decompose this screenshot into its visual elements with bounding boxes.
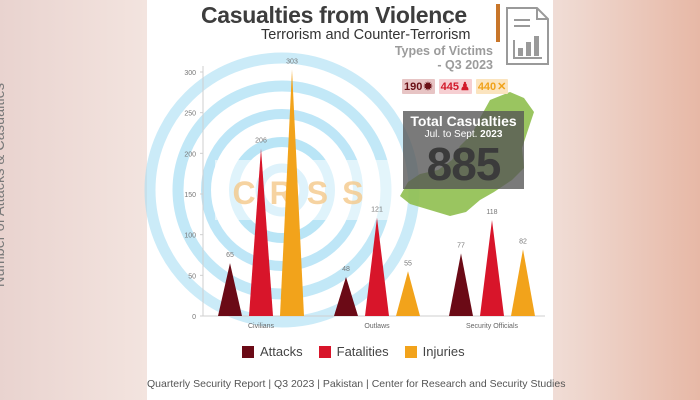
document-chart-icon xyxy=(506,7,549,65)
gear-icon: ✹ xyxy=(423,81,433,93)
data-label: 65 xyxy=(226,252,234,259)
labels-group: 65 206 303 Civilians 48 121 55 Outlaws 77 118 82 Se… xyxy=(226,59,527,330)
page-subtitle: Terrorism and Counter-Terrorism xyxy=(261,27,471,43)
fatalities-badge-value: 445 xyxy=(440,80,459,93)
x-tick-label: Outlaws xyxy=(364,323,390,330)
data-label: 121 xyxy=(371,207,383,214)
crss-watermark: CRSS xyxy=(144,52,420,328)
victims-heading: Types of Victims - Q3 2023 xyxy=(386,44,493,72)
data-label: 55 xyxy=(404,260,412,267)
y-tick-label: 250 xyxy=(184,111,196,118)
legend-item-fatalities: Fatalities xyxy=(318,344,389,359)
data-label: 206 xyxy=(255,137,267,144)
total-casualties-value: 885 xyxy=(426,138,502,190)
bar-attacks xyxy=(449,253,473,316)
summary-badges: 190 ✹ 445 ♟ 440 ✕ xyxy=(402,79,509,94)
legend-label-injuries: Injuries xyxy=(422,344,465,359)
y-tick-label: 50 xyxy=(188,273,196,280)
total-casualties-label: Total Casualties xyxy=(410,113,517,129)
bar-fatalities xyxy=(365,217,389,316)
total-casualties-box: Total Casualties Jul. to Sept. 2023 885 xyxy=(403,111,524,190)
legend-label-fatalities: Fatalities xyxy=(336,344,389,359)
fatalities-badge: 445 ♟ xyxy=(438,79,472,94)
quarter-label: - Q3 2023 xyxy=(437,58,493,72)
y-tick-label: 300 xyxy=(184,70,196,77)
bar-injuries xyxy=(511,249,535,316)
legend-swatch-injuries xyxy=(404,345,417,358)
y-axis-label: Number of Attacks & Casualties xyxy=(0,83,8,287)
legend-swatch-fatalities xyxy=(318,345,331,358)
data-label: 82 xyxy=(519,238,527,245)
chart-legend: Attacks Fatalities Injuries xyxy=(242,344,465,359)
injuries-badge-value: 440 xyxy=(477,80,497,93)
data-label: 303 xyxy=(286,59,298,66)
footer-credit: Quarterly Security Report | Q3 2023 | Pa… xyxy=(147,378,566,390)
data-label: 118 xyxy=(486,209,497,216)
data-label: 48 xyxy=(342,266,350,273)
accent-bar xyxy=(496,4,500,42)
bar-fatalities xyxy=(249,148,273,316)
x-tick-label: Security Officials xyxy=(466,323,518,330)
y-tick-label: 0 xyxy=(192,314,196,321)
y-tick-label: 150 xyxy=(184,192,196,199)
date-year: 2023 xyxy=(480,129,503,140)
bars-group xyxy=(218,69,535,316)
data-label: 77 xyxy=(457,242,465,249)
bar-injuries xyxy=(396,271,420,316)
bar-fatalities xyxy=(480,220,504,316)
injuries-badge: 440 ✕ xyxy=(475,79,509,94)
attacks-badge-value: 190 xyxy=(404,80,423,93)
legend-item-injuries: Injuries xyxy=(404,344,465,359)
y-tick-label: 100 xyxy=(184,233,196,240)
legend-swatch-attacks xyxy=(242,345,254,358)
x-tick-label: Civilians xyxy=(248,323,275,330)
legend-label-attacks: Attacks xyxy=(260,344,303,359)
types-of-victims-label: Types of Victims xyxy=(394,44,493,58)
figure-icon: ♟ xyxy=(459,81,470,93)
bar-attacks xyxy=(218,263,242,316)
legend-item-attacks: Attacks xyxy=(242,344,303,359)
date-prefix: Jul. to Sept. xyxy=(424,129,478,140)
attacks-badge: 190 ✹ xyxy=(402,79,435,94)
bar-injuries xyxy=(280,69,304,316)
page-title: Casualties from Violence xyxy=(201,2,467,28)
total-date-range: Jul. to Sept. 2023 xyxy=(403,129,524,140)
watermark-text: CRSS xyxy=(233,175,378,211)
y-tick-label: 200 xyxy=(184,151,196,158)
bar-attacks xyxy=(334,276,358,316)
cross-icon: ✕ xyxy=(497,81,507,93)
